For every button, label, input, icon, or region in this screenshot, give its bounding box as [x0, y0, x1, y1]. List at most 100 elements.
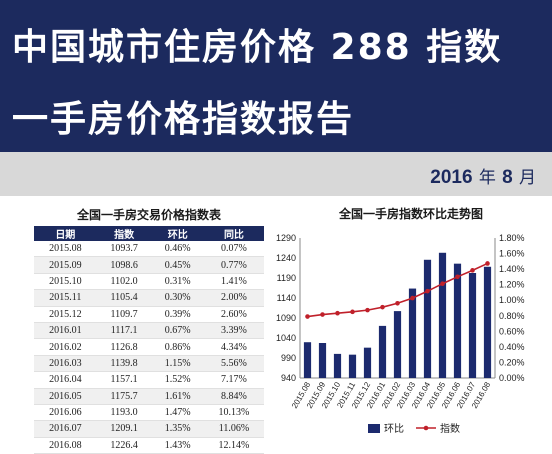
cell-date: 2015.10	[34, 273, 97, 291]
point-index	[365, 307, 370, 313]
table-row: 2016.07 1209.1 1.35% 11.06%	[34, 420, 264, 438]
report-title-line1: 中国城市住房价格 288 指数	[12, 27, 503, 68]
y-left-tick-label: 1090	[276, 313, 296, 323]
point-index	[470, 268, 475, 273]
cell-index: 1102.0	[96, 273, 152, 291]
y-right-tick-label: 1.40%	[499, 264, 525, 274]
table-row: 2016.05 1175.7 1.61% 8.84%	[34, 388, 264, 405]
cell-yoy: 7.17%	[203, 371, 264, 389]
point-index	[305, 314, 310, 319]
date-bar: 2016 年 8 月	[0, 152, 552, 196]
bar-mom	[393, 311, 402, 378]
cell-date: 2016.04	[34, 371, 97, 389]
table-row: 2015.12 1109.7 0.39% 2.60%	[34, 306, 264, 323]
cell-yoy: 2.60%	[203, 306, 264, 323]
report-header: 中国城市住房价格 288 指数 一手房价格指数报告	[0, 0, 552, 152]
cell-mom: 0.31%	[151, 273, 204, 291]
point-index	[485, 261, 490, 266]
bar-mom	[483, 266, 492, 378]
cell-mom: 1.43%	[151, 437, 204, 454]
table-header-row: 日期 指数 环比 同比	[34, 226, 264, 241]
report-year-unit: 年	[478, 168, 496, 188]
cell-date: 2016.06	[34, 404, 97, 422]
legend-marker-index	[423, 425, 429, 431]
cell-yoy: 8.84%	[203, 388, 264, 405]
cell-yoy: 3.39%	[203, 322, 264, 340]
table-row: 2016.02 1126.8 0.86% 4.34%	[34, 338, 264, 356]
y-right-tick-label: 0.40%	[499, 342, 525, 352]
bar-mom	[318, 343, 327, 378]
report-date: 2016 年 8 月	[430, 163, 536, 189]
cell-mom: 0.46%	[151, 241, 204, 258]
y-left-tick-label: 1240	[276, 253, 296, 263]
cell-mom: 0.86%	[151, 338, 204, 356]
cell-date: 2016.02	[34, 338, 97, 356]
chart-title: 全国一手房指数环比走势图	[338, 206, 483, 221]
y-right-tick-label: 1.20%	[499, 280, 525, 290]
y-right-tick-label: 0.60%	[499, 326, 525, 336]
cell-yoy: 4.34%	[203, 338, 264, 356]
col-header-index: 指数	[96, 226, 152, 241]
y-left-tick-label: 1190	[277, 273, 296, 283]
cell-yoy: 5.56%	[203, 355, 264, 373]
report-month: 8	[502, 167, 513, 188]
cell-date: 2016.08	[34, 437, 97, 454]
cell-yoy: 12.14%	[203, 437, 264, 454]
legend-label-index: 指数	[440, 422, 460, 435]
point-index	[320, 312, 325, 317]
table-row: 2016.01 1117.1 0.67% 3.39%	[34, 322, 264, 340]
cell-yoy: 11.06%	[203, 420, 264, 438]
cell-index: 1157.1	[96, 371, 152, 389]
y-right-tick-label: 0.20%	[499, 357, 525, 367]
cell-date: 2015.12	[34, 306, 97, 323]
table-row: 2016.03 1139.8 1.15% 5.56%	[34, 355, 264, 373]
legend-label-mom: 环比	[384, 423, 404, 435]
y-left-tick-label: 1290	[276, 233, 296, 243]
bar-mom	[468, 273, 477, 378]
report-title-line2: 一手房价格指数报告	[12, 99, 355, 140]
cell-date: 2016.03	[34, 355, 97, 373]
bar-mom	[453, 263, 462, 378]
cell-index: 1193.0	[96, 404, 152, 422]
cell-index: 1105.4	[96, 289, 152, 307]
point-index	[380, 304, 385, 310]
cell-yoy: 2.00%	[203, 289, 264, 307]
cell-date: 2015.08	[34, 241, 97, 258]
chart-panel: 全国一手房指数环比走势图 940 990 1040 1090 1140 1190 1240 12…	[270, 196, 552, 443]
legend-swatch-mom	[368, 424, 380, 433]
bar-mom	[363, 347, 372, 378]
price-index-table: 日期 指数 环比 同比 2015.08 1093.7 0.46% 0.07% 2015.…	[34, 226, 264, 454]
cell-index: 1117.1	[96, 322, 152, 340]
cell-index: 1098.6	[96, 256, 152, 274]
report-year: 2016	[430, 167, 473, 188]
table-row: 2016.06 1193.0 1.47% 10.13%	[34, 404, 264, 422]
y-left-tick-label: 1040	[276, 333, 296, 343]
y-right-tick-label: 0.80%	[499, 311, 525, 321]
cell-index: 1093.7	[96, 241, 152, 258]
bar-mom	[423, 259, 432, 378]
point-index	[455, 274, 460, 280]
bar-mom	[333, 353, 342, 378]
y-right-tick-label: 1.00%	[499, 295, 525, 305]
cell-mom: 1.52%	[151, 371, 204, 389]
y-left-tick-label: 940	[281, 373, 296, 383]
index-table-panel: 全国一手房交易价格指数表 日期 指数 环比 同比 2015.08 1093.7 0.…	[0, 196, 270, 454]
table-row: 2016.08 1226.4 1.43% 12.14%	[34, 437, 264, 454]
y-left-tick-label: 1140	[277, 293, 296, 303]
cell-mom: 1.47%	[151, 404, 204, 422]
report-month-unit: 月	[519, 168, 536, 188]
y-left-tick-label: 990	[281, 353, 296, 363]
cell-date: 2015.09	[34, 256, 97, 274]
bar-mom	[438, 252, 447, 378]
bar-mom	[408, 288, 417, 378]
table-row: 2015.09 1098.6 0.45% 0.77%	[34, 256, 264, 274]
cell-date: 2016.01	[34, 322, 97, 340]
bar-mom	[348, 354, 357, 378]
cell-index: 1209.1	[96, 420, 152, 438]
table-row: 2015.08 1093.7 0.46% 0.07%	[34, 241, 264, 258]
cell-date: 2015.11	[34, 289, 97, 307]
y-right-tick-label: 0.00%	[499, 373, 525, 383]
point-index	[425, 288, 430, 294]
cell-yoy: 10.13%	[203, 404, 264, 422]
y-right-tick-label: 1.80%	[499, 233, 525, 243]
